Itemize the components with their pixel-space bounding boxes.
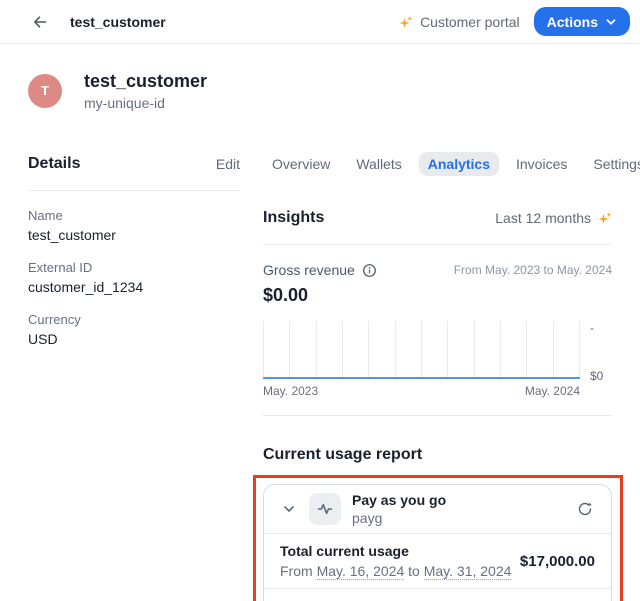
avatar: T xyxy=(28,73,62,108)
avatar-letter: T xyxy=(41,83,49,98)
plan-code: payg xyxy=(352,509,383,526)
edit-details-link[interactable]: Edit xyxy=(215,156,240,172)
activity-pulse-icon xyxy=(317,501,333,517)
chevron-down-icon xyxy=(605,16,617,28)
chart-date-range: From May. 2023 to May. 2024 xyxy=(453,263,612,277)
insights-title: Insights xyxy=(263,209,325,226)
gross-revenue-label: Gross revenue xyxy=(263,262,355,278)
topbar-actions: Customer portal Actions xyxy=(399,7,630,36)
gross-revenue-chart: May. 2023 May. 2024 - $0 xyxy=(263,321,612,398)
details-title: Details xyxy=(28,155,81,172)
field-value: USD xyxy=(28,331,58,347)
details-panel: Details Edit Name test_customer External… xyxy=(28,151,240,601)
period-start-date: May. 16, 2024 xyxy=(316,563,405,580)
field-value: test_customer xyxy=(28,227,116,243)
top-bar: test_customer Customer portal Actions xyxy=(0,0,640,44)
actions-label: Actions xyxy=(546,13,598,30)
tab-bar: Overview Wallets Analytics Invoices Sett… xyxy=(263,151,640,177)
collapse-toggle[interactable] xyxy=(280,500,298,518)
period-mid: to xyxy=(408,563,420,579)
total-usage-period: From May. 16, 2024 to May. 31, 2024 xyxy=(280,562,512,580)
gross-revenue-value: $0.00 xyxy=(263,285,309,305)
usage-plan-header: Pay as you go payg xyxy=(264,485,611,533)
usage-plan-card: Pay as you go payg Total current usage xyxy=(263,484,612,601)
x-tick-end: May. 2024 xyxy=(524,384,580,398)
detail-field-name: Name test_customer xyxy=(28,208,240,243)
tab-overview[interactable]: Overview xyxy=(272,156,331,172)
plan-icon-box xyxy=(309,493,341,525)
page-title: test_customer xyxy=(70,13,166,30)
y-tick-zero: $0 xyxy=(590,369,604,383)
section-divider xyxy=(263,415,612,416)
usage-item-text: Tokens openai_tokens xyxy=(280,597,371,601)
customer-identity: test_customer my-unique-id xyxy=(84,70,207,111)
tab-analytics[interactable]: Analytics xyxy=(418,152,499,176)
usage-item-row: Tokens openai_tokens xyxy=(264,588,611,601)
field-value: customer_id_1234 xyxy=(28,279,144,295)
customer-external-id: my-unique-id xyxy=(84,95,165,111)
detail-field-currency: Currency USD xyxy=(28,312,240,347)
chart-x-axis: May. 2023 May. 2024 xyxy=(263,384,580,398)
details-divider xyxy=(28,190,240,191)
y-tick-top: - xyxy=(590,321,594,335)
arrow-left-icon xyxy=(32,14,48,30)
field-label: Currency xyxy=(28,312,81,327)
chart-plot-area xyxy=(263,321,580,379)
chevron-down-icon xyxy=(282,502,296,516)
detail-field-external-id: External ID customer_id_1234 xyxy=(28,260,240,295)
page-content: T test_customer my-unique-id Details Edi… xyxy=(0,70,640,601)
main-panel: Overview Wallets Analytics Invoices Sett… xyxy=(253,151,640,601)
actions-button[interactable]: Actions xyxy=(533,7,630,36)
usage-item-name: Tokens xyxy=(280,597,371,601)
refresh-button[interactable] xyxy=(575,499,595,519)
usage-card-wrapper: Pay as you go payg Total current usage xyxy=(253,475,623,601)
customer-portal-link[interactable]: Customer portal xyxy=(399,14,520,30)
tab-invoices[interactable]: Invoices xyxy=(516,156,568,172)
total-usage-label: Total current usage xyxy=(280,543,409,559)
total-usage-text: Total current usage From May. 16, 2024 t… xyxy=(280,542,512,580)
sparkle-icon xyxy=(598,211,612,225)
period-end-date: May. 31, 2024 xyxy=(423,563,512,580)
period-prefix: From xyxy=(280,563,313,579)
plan-titles: Pay as you go payg xyxy=(352,492,446,527)
refresh-icon xyxy=(577,501,593,517)
chart-gridlines xyxy=(263,321,580,377)
insights-divider xyxy=(263,244,612,245)
customer-header: T test_customer my-unique-id xyxy=(28,70,612,111)
field-label: Name xyxy=(28,208,63,223)
customer-name: test_customer xyxy=(84,71,208,91)
total-usage-row: Total current usage From May. 16, 2024 t… xyxy=(264,533,611,588)
x-tick-start: May. 2023 xyxy=(263,384,319,398)
total-usage-amount: $17,000.00 xyxy=(519,552,595,570)
period-selector[interactable]: Last 12 months xyxy=(495,210,612,226)
period-label: Last 12 months xyxy=(495,210,591,226)
back-button[interactable] xyxy=(28,10,52,34)
tab-wallets[interactable]: Wallets xyxy=(356,156,402,172)
tab-settings[interactable]: Settings xyxy=(593,156,640,172)
info-icon[interactable] xyxy=(362,262,378,278)
customer-portal-label: Customer portal xyxy=(420,13,520,30)
usage-report-title: Current usage report xyxy=(263,446,423,463)
sparkle-icon xyxy=(399,15,413,29)
chart-y-axis: - $0 xyxy=(580,321,612,383)
field-label: External ID xyxy=(28,260,93,275)
plan-name: Pay as you go xyxy=(352,491,447,508)
